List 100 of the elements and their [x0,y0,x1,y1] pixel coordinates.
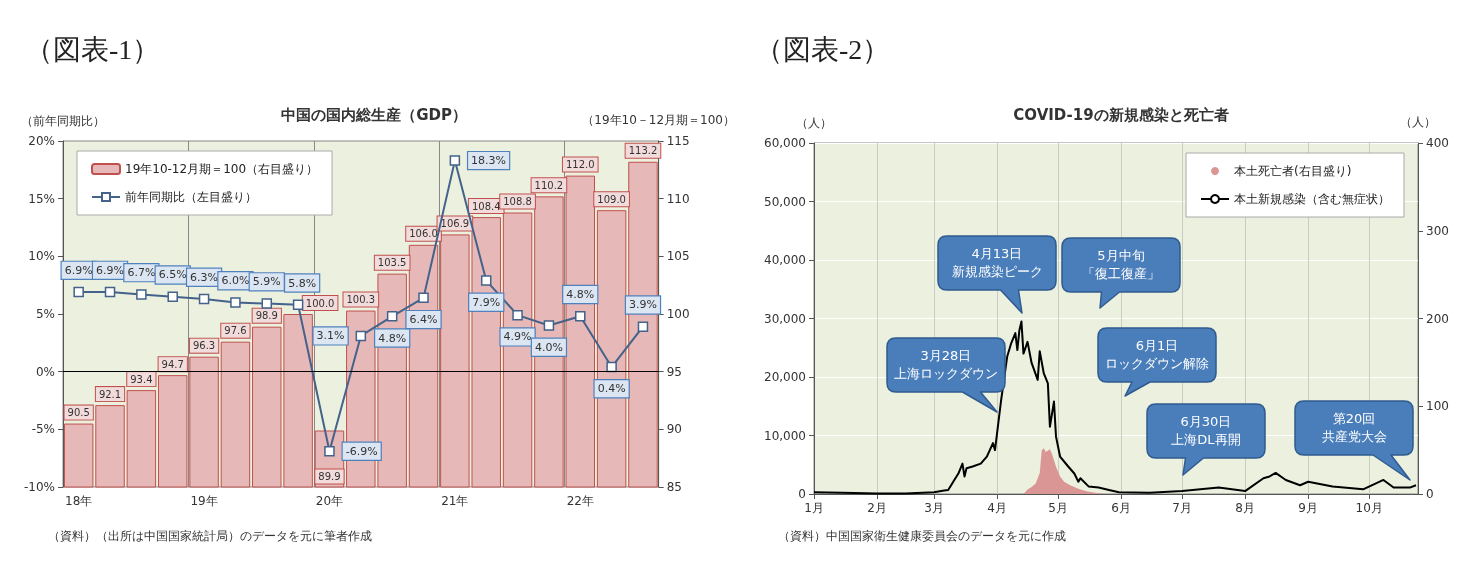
x-tick-label: 20年 [315,494,344,508]
text: （資料）（出所は中国国家統計局）のデータを元に筆者作成 [48,529,372,543]
data-label: 103.5 [377,257,407,269]
annotation: 4月13日新規感染ピーク [950,245,1044,281]
point [355,330,367,342]
y2-tick-label: 200 [1426,311,1449,326]
data-label: 7.9% [472,295,501,309]
point [198,293,210,305]
data-label: 97.6 [224,325,247,337]
text: （資料）中国国家衛生健康委員会のデータを元に作成 [778,529,1066,543]
legend-label: 19年10-12月期＝100（右目盛り） [125,162,319,176]
point [261,298,273,309]
y-tick-label: 10,000 [764,428,806,443]
x-tick-label: 9月 [1298,501,1318,515]
legend-label: 前年同期比（左目盛り） [125,190,257,204]
y2-tick-label: 300 [1426,223,1449,238]
point [575,311,586,322]
y2-tick-label: 85 [666,480,682,494]
data-label: 106.0 [409,228,438,240]
y-tick-label: 60,000 [764,136,806,150]
y2-tick-label: 100 [666,307,690,321]
annotation: 6月1日ロックダウン解除 [1104,337,1210,373]
point [324,446,335,457]
y-axis-title: （人） [796,116,832,130]
point [512,309,523,321]
y2-tick-label: 90 [666,422,682,437]
data-label: 6.4% [409,313,438,327]
data-label: 106.9 [440,217,470,229]
data-label: 4.8% [566,288,595,302]
y-tick-label: 0 [798,487,806,501]
x-tick-label: 8月 [1235,501,1255,515]
legend-label: 本土新規感染（含む無症状） [1234,192,1390,206]
chart-title: （図表-2） [755,33,891,65]
y2-tick-label: 400 [1426,136,1449,150]
data-label: 89.9 [318,471,341,482]
data-label: 109.0 [597,193,626,205]
data-label: 18.3% [471,154,507,168]
y-tick-label: 20,000 [764,370,806,384]
data-label: 5.9% [252,275,281,289]
y-tick-label: 50,000 [764,194,806,209]
data-label: 0.4% [597,382,626,396]
annotation: 第20回共産党大会 [1320,410,1388,446]
point [292,299,304,311]
legend-label: 本土死亡者(右目盛り) [1234,164,1352,178]
y-tick-label: 20% [28,134,55,148]
data-label: 4.8% [378,331,407,345]
point [73,286,84,298]
y-tick-label: -5% [31,422,55,437]
data-label: 96.3 [192,340,216,352]
y2-tick-label: 0 [1426,487,1434,501]
y2-axis-title: （人） [1400,115,1436,129]
x-tick-label: 4月 [987,501,1007,515]
point [136,289,147,300]
x-tick-label: 19年 [190,494,218,508]
y-tick-label: 40,000 [764,253,806,267]
data-label: 6.0% [221,274,250,288]
point [418,292,429,304]
data-label: 113.2 [628,145,658,157]
data-label: 93.4 [130,373,153,385]
point [449,155,461,166]
data-label: 6.5% [158,268,187,282]
data-label: 4.0% [534,340,563,354]
annotation: 5月中旬「復工復産」 [1081,247,1161,283]
y2-tick-label: 115 [666,134,690,148]
data-label: 90.5 [67,407,90,419]
x-tick-label: 6月 [1111,501,1131,515]
data-label: 3.9% [628,298,657,312]
annotation: 3月28日上海ロックダウン [893,347,999,383]
x-tick-label: 21年 [441,494,469,508]
y-tick-label: 0% [35,364,55,379]
x-tick-label: 3月 [924,501,944,515]
point [167,291,178,302]
y2-tick-label: 110 [666,191,690,206]
data-label: -6.9% [345,444,378,458]
data-label: 3.1% [316,329,345,343]
x-tick-label: 22年 [566,494,594,508]
data-label: 6.3% [190,270,219,284]
data-label: 5.8% [288,276,317,290]
data-label: 110.2 [534,179,564,191]
data-label: 100.3 [346,294,376,306]
point [386,311,398,322]
point [230,297,241,308]
data-label: 108.8 [503,196,532,208]
x-tick-label: 5月 [1048,501,1068,515]
y2-tick-label: 105 [666,249,690,264]
y-axis-title: （前年同期比） [21,114,105,128]
data-label: 6.7% [127,266,156,280]
point [543,320,555,331]
x-tick-label: 10月 [1355,501,1383,515]
point [637,321,649,332]
y-tick-label: -10% [23,480,55,494]
data-label: 6.9% [64,263,93,277]
data-label: 108.4 [471,200,501,212]
x-tick-label: 1月 [804,501,824,515]
data-label: 92.1 [98,388,122,400]
data-label: 100.0 [305,297,335,309]
x-tick-label: 18年 [65,494,93,508]
point [480,275,492,286]
y-tick-label: 10% [28,249,55,264]
y-tick-label: 15% [28,191,55,206]
